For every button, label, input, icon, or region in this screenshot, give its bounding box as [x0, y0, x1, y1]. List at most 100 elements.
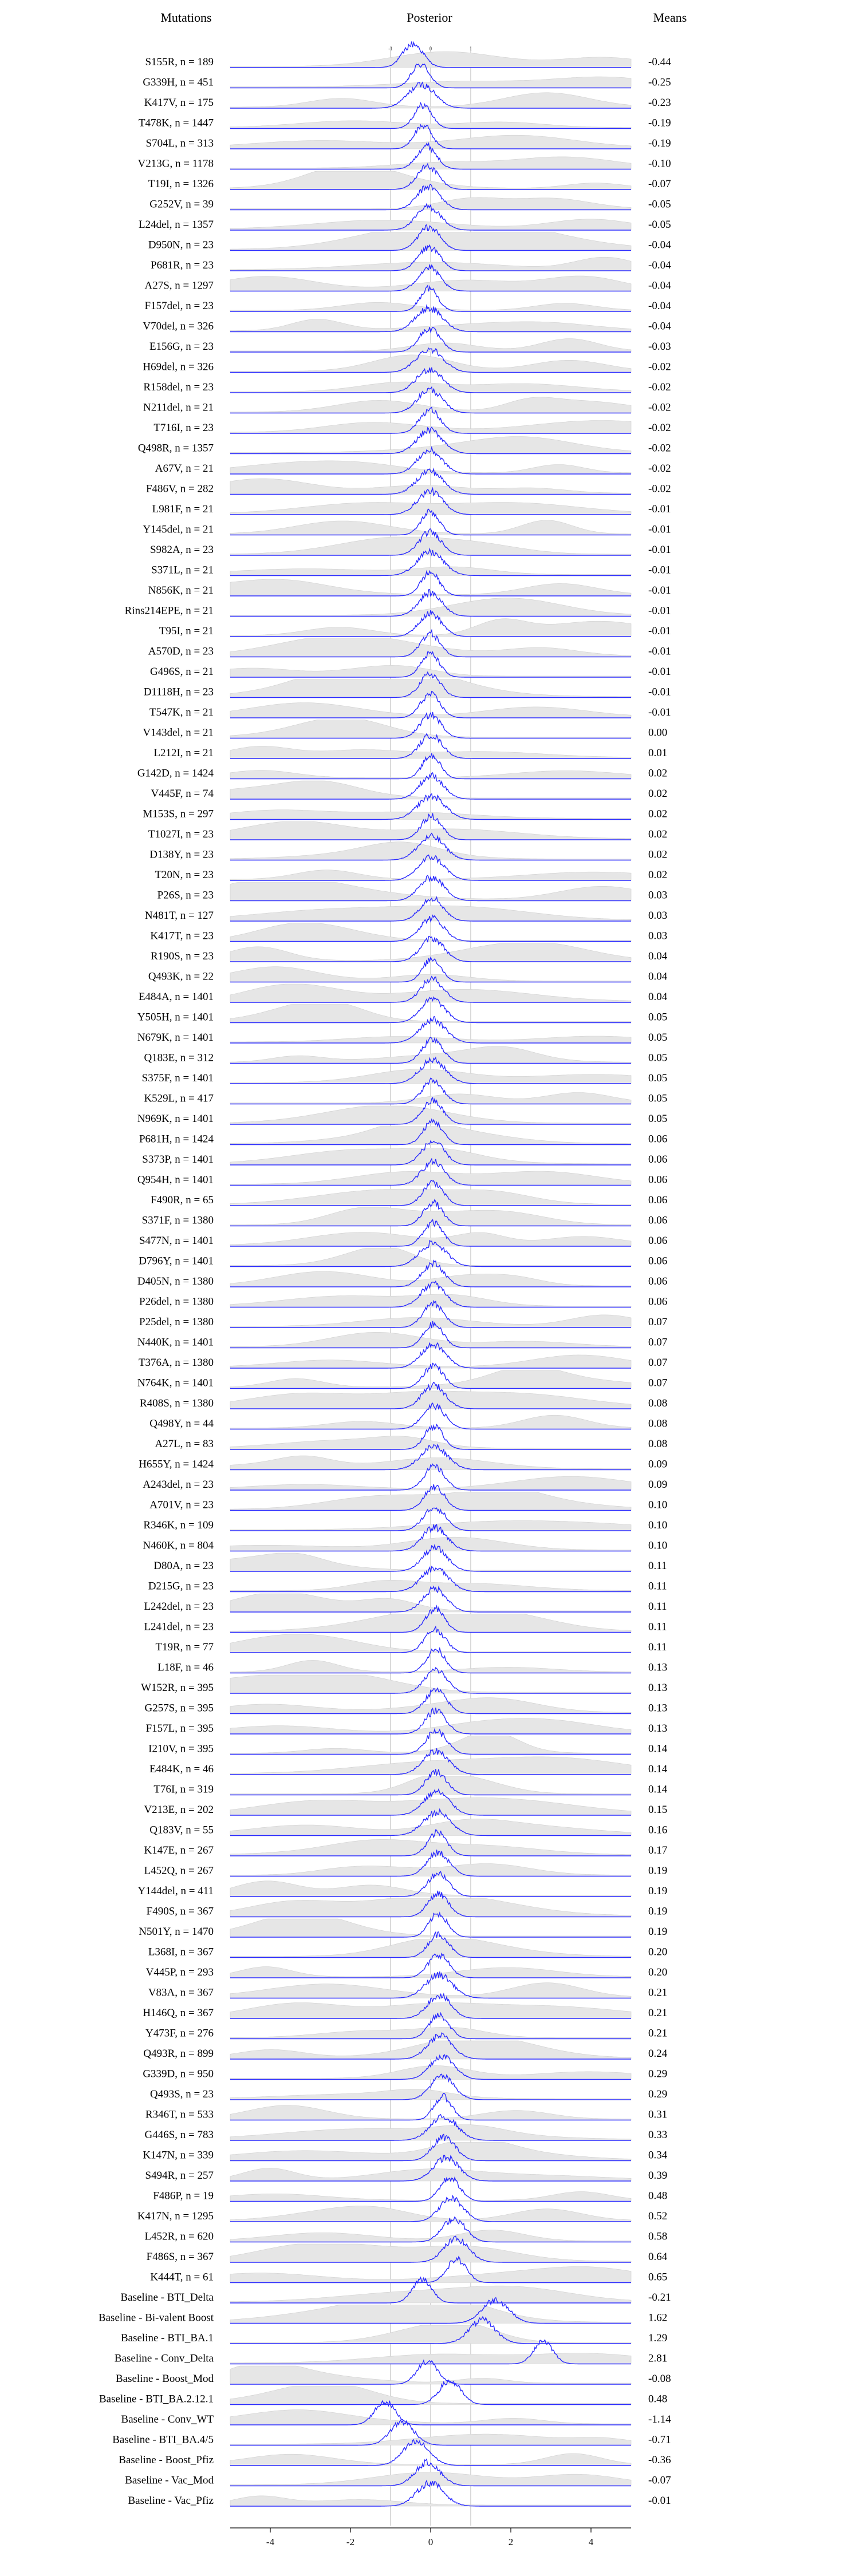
mean-value: -0.04: [648, 321, 671, 333]
means-header: Means: [653, 10, 687, 25]
posterior-curve: [230, 975, 631, 1003]
ridge-row: Baseline - BTI_BA.4/5 -0.71: [112, 2419, 671, 2446]
mean-value: 0.02: [648, 808, 667, 820]
posterior-curve: [230, 1239, 631, 1267]
posterior-curve: [230, 2276, 631, 2304]
posterior-curve: [230, 570, 631, 596]
posterior-curve: [230, 528, 631, 556]
background-density: [230, 966, 632, 982]
ridge-row: T547K, n = 21 -0.01: [149, 690, 671, 718]
ridge-row: N679K, n = 1401 0.05: [137, 1016, 667, 1044]
mutation-label: G496S, n = 21: [150, 666, 214, 678]
mean-value: -0.04: [648, 280, 671, 292]
ridge-row: S704L, n = 313 -0.19: [146, 124, 671, 149]
mutation-label: V70del, n = 326: [143, 321, 214, 333]
background-density: [230, 1580, 632, 1592]
mutation-label: D405N, n = 1380: [137, 1275, 214, 1287]
ridge-row: Baseline - Bi-valent Boost 1.62: [98, 2297, 667, 2324]
posterior-curve: [230, 629, 631, 658]
posterior-curve: [230, 1280, 631, 1308]
background-density: [230, 665, 632, 678]
mutation-label: F157del, n = 23: [145, 300, 214, 312]
background-density: [230, 319, 632, 332]
posterior-curve: [230, 2379, 631, 2405]
posterior-curve: [230, 81, 631, 109]
mutation-label: Q954H, n = 1401: [137, 1174, 214, 1186]
background-density: [230, 2026, 632, 2039]
ridge-row: Baseline - Boost_Pfiz -0.36: [119, 2439, 671, 2466]
mean-value: -0.02: [648, 381, 671, 393]
reference-line-label: 0: [430, 46, 432, 52]
mutation-label: S477N, n = 1401: [139, 1235, 214, 1247]
mean-value: -0.02: [648, 402, 671, 414]
mutation-label: Q183E, n = 312: [144, 1052, 214, 1064]
posterior-curve: [230, 2338, 631, 2365]
mean-value: 1.29: [648, 2332, 667, 2344]
ridge-row: T19R, n = 77 0.11: [156, 1625, 667, 1653]
mean-value: -0.02: [648, 463, 671, 475]
mutation-label: Baseline - Boost_Mod: [116, 2373, 214, 2385]
mean-value: -0.01: [648, 646, 671, 658]
mutation-label: T376A, n = 1380: [139, 1357, 214, 1369]
mean-value: 0.19: [648, 1906, 667, 1918]
x-tick-label: 2: [509, 2537, 514, 2547]
x-tick-label: 4: [589, 2537, 594, 2547]
background-density: [230, 1918, 632, 1938]
posterior-curve: [230, 1585, 631, 1613]
mean-value: 0.04: [648, 971, 668, 983]
mutation-label: D950N, n = 23: [148, 239, 214, 251]
mean-value: 0.21: [648, 2007, 667, 2019]
posterior-curve: [230, 1321, 631, 1349]
mutation-label: Rins214EPE, n = 21: [125, 605, 214, 617]
background-density: [230, 232, 632, 251]
posterior-curve: [230, 367, 631, 393]
mutation-label: K529L, n = 417: [144, 1093, 214, 1105]
posterior-curve: [230, 1646, 631, 1674]
background-density: [230, 2386, 632, 2405]
background-density: [230, 1332, 632, 1348]
posterior-curve: [230, 1342, 631, 1369]
background-density: [230, 770, 632, 779]
mutation-label: N679K, n = 1401: [137, 1032, 214, 1044]
mutation-label: L241del, n = 23: [144, 1621, 214, 1633]
posterior-curve: [230, 386, 631, 414]
background-density: [230, 1863, 632, 1876]
mean-value: 0.11: [648, 1621, 667, 1633]
mutation-label: P26S, n = 23: [157, 890, 214, 902]
ridge-row: D796Y, n = 1401 0.06: [139, 1239, 667, 1267]
posterior-curve: [230, 1911, 631, 1938]
mutation-label: A27L, n = 83: [155, 1438, 214, 1450]
posterior-curve: [230, 2479, 631, 2507]
posterior-curve: [230, 1423, 631, 1450]
mutation-label: N501Y, n = 1470: [139, 1926, 214, 1938]
ridge-row: Y505H, n = 1401 0.05: [137, 996, 667, 1024]
mutation-label: Baseline - Conv_Delta: [115, 2353, 214, 2365]
ridge-row: S373P, n = 1401 0.06: [142, 1140, 667, 1165]
ridge-row: Baseline - BTI_Delta -0.21: [120, 2276, 671, 2304]
mutation-label: R346T, n = 533: [145, 2109, 214, 2121]
mutation-label: L242del, n = 23: [144, 1601, 214, 1613]
background-density: [230, 197, 632, 210]
background-density: [230, 2206, 632, 2222]
ridge-row: F486V, n = 282 -0.02: [146, 467, 671, 495]
posterior-curve: [230, 508, 631, 536]
mutation-label: E156G, n = 23: [149, 341, 214, 353]
posterior-curve: [230, 1871, 631, 1897]
mean-value: 0.14: [648, 1784, 668, 1796]
posterior-curve: [230, 1362, 631, 1389]
ridge-row: Baseline - BTI_BA.2.12.1 0.48: [99, 2379, 667, 2405]
ridge-row: F157L, n = 395 0.13: [146, 1707, 667, 1735]
background-density: [230, 1939, 632, 1958]
ridge-row: E484K, n = 46 0.14: [149, 1748, 668, 1775]
posterior-curve: [230, 2359, 631, 2385]
background-density: [230, 2325, 632, 2344]
posterior-curve: [230, 772, 631, 800]
mean-value: -0.01: [648, 605, 671, 617]
posterior-curve: [230, 547, 631, 576]
mean-value: 0.20: [648, 1946, 667, 1958]
ridge-row: F486P, n = 19 0.48: [153, 2176, 667, 2202]
background-density: [230, 171, 632, 190]
ridge-row: L212I, n = 21 0.01: [153, 733, 667, 759]
ridge-row: K444T, n = 61 0.65: [150, 2255, 667, 2283]
